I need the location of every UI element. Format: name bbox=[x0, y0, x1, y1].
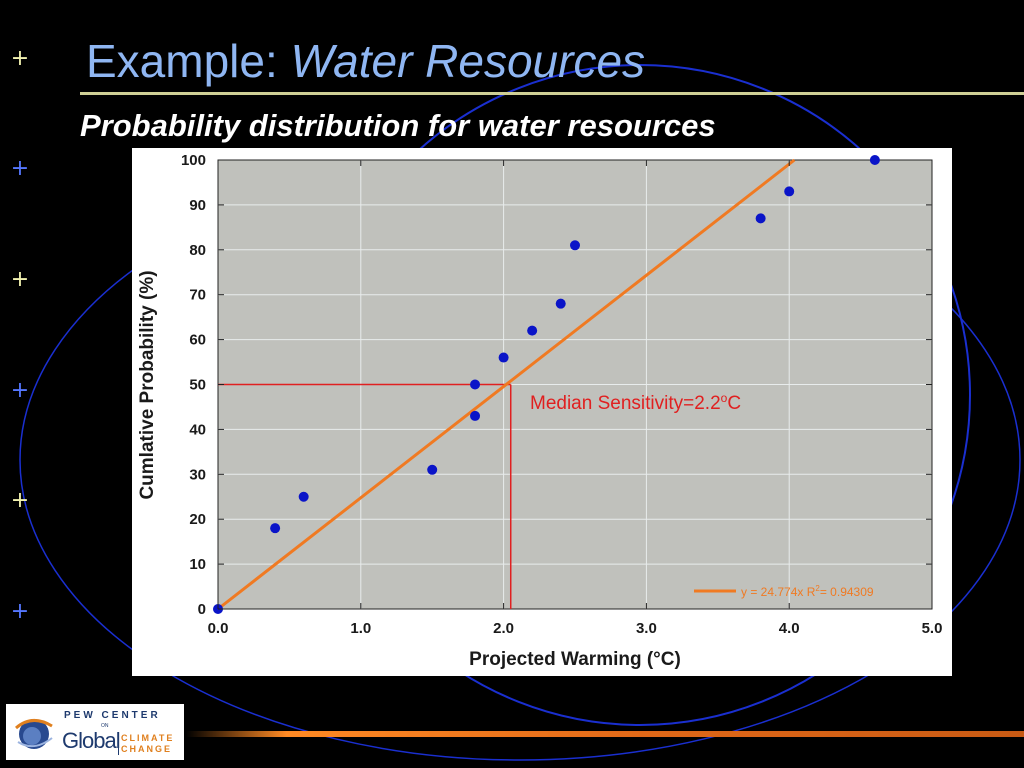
y-tick-label: 80 bbox=[189, 242, 206, 259]
fit-line bbox=[217, 158, 796, 611]
data-point bbox=[869, 155, 880, 165]
median-label: Median Sensitivity=2.2oC bbox=[530, 391, 741, 414]
bullet-plus-5: + bbox=[10, 488, 30, 513]
y-tick-label: 40 bbox=[189, 421, 206, 438]
y-tick-label: 90 bbox=[189, 197, 206, 214]
logo-on-text: ON bbox=[101, 723, 109, 729]
data-point bbox=[298, 491, 309, 502]
data-point bbox=[755, 213, 766, 224]
pew-center-logo: PEW CENTER ON Global CLIMATE CHANGE bbox=[6, 704, 184, 760]
legend-equation: y = 24.774x R bbox=[741, 585, 816, 599]
y-tick-label: 50 bbox=[189, 377, 206, 394]
chart-panel: 0.0 1.0 2.0 3.0 4.0 5.0 0 10 20 30 40 50 60 70 80 90 100… bbox=[132, 148, 952, 676]
median-lines bbox=[218, 383, 512, 609]
axis-ticks: 0.0 1.0 2.0 3.0 4.0 5.0 0 10 20 30 40 50 60 70 80 90 100 bbox=[181, 152, 942, 637]
y-tick-label: 100 bbox=[181, 152, 206, 169]
bullet-plus-4: + bbox=[10, 378, 30, 403]
data-point bbox=[270, 523, 281, 534]
logo-divider bbox=[118, 733, 119, 755]
logo-pew-center-text: PEW CENTER bbox=[64, 710, 161, 721]
y-tick-label: 10 bbox=[189, 556, 206, 573]
slide-subtitle: Probability distribution for water resou… bbox=[80, 108, 716, 143]
data-points bbox=[213, 155, 880, 614]
y-tick-label: 0 bbox=[198, 601, 206, 618]
bullet-plus-1: + bbox=[10, 46, 30, 71]
logo-change-text: CHANGE bbox=[121, 744, 173, 754]
y-tick-label: 20 bbox=[189, 511, 206, 528]
slide-title: Example: Water Resources bbox=[86, 34, 645, 88]
x-tick-label: 4.0 bbox=[779, 620, 800, 637]
data-point bbox=[784, 186, 795, 197]
x-tick-label: 5.0 bbox=[922, 620, 943, 637]
data-point bbox=[427, 464, 438, 475]
data-point bbox=[470, 410, 481, 421]
data-point bbox=[498, 352, 509, 363]
data-point bbox=[555, 298, 566, 309]
data-point bbox=[570, 240, 580, 251]
legend-r2-value: = 0.94309 bbox=[820, 585, 874, 599]
logo-global-text: Global bbox=[62, 728, 121, 753]
x-axis-label: Projected Warming (°C) bbox=[469, 649, 681, 670]
fit-line-group bbox=[217, 158, 796, 611]
y-axis-label: Cumlative Probability (%) bbox=[137, 270, 158, 499]
y-tick-label: 70 bbox=[189, 287, 206, 304]
data-point bbox=[527, 325, 538, 336]
slide-title-prefix: Example: bbox=[86, 35, 291, 87]
logo-climate-text: CLIMATE bbox=[121, 733, 175, 743]
bullet-plus-3: + bbox=[10, 267, 30, 292]
globe-swirl-icon bbox=[15, 719, 53, 749]
title-underline bbox=[80, 92, 1024, 95]
slide-title-emphasis: Water Resources bbox=[290, 35, 646, 87]
bullet-plus-2: + bbox=[10, 156, 30, 181]
median-label-text: Median Sensitivity=2.2 bbox=[530, 393, 721, 414]
data-point bbox=[470, 379, 481, 390]
footer-orange-bar bbox=[186, 731, 1024, 737]
median-label-degree: o bbox=[721, 391, 728, 405]
median-label-unit: C bbox=[727, 393, 741, 414]
x-tick-label: 0.0 bbox=[208, 620, 229, 637]
legend-fit-label: y = 24.774x R2= 0.94309 bbox=[741, 584, 874, 599]
y-tick-label: 30 bbox=[189, 466, 206, 483]
x-tick-label: 3.0 bbox=[636, 620, 657, 637]
x-tick-label: 2.0 bbox=[493, 620, 514, 637]
legend-r2-exponent: 2 bbox=[815, 584, 820, 593]
probability-chart: 0.0 1.0 2.0 3.0 4.0 5.0 0 10 20 30 40 50 60 70 80 90 100… bbox=[137, 152, 942, 670]
y-tick-label: 60 bbox=[189, 332, 206, 349]
x-tick-label: 1.0 bbox=[350, 620, 371, 637]
bullet-plus-6: + bbox=[10, 599, 30, 624]
